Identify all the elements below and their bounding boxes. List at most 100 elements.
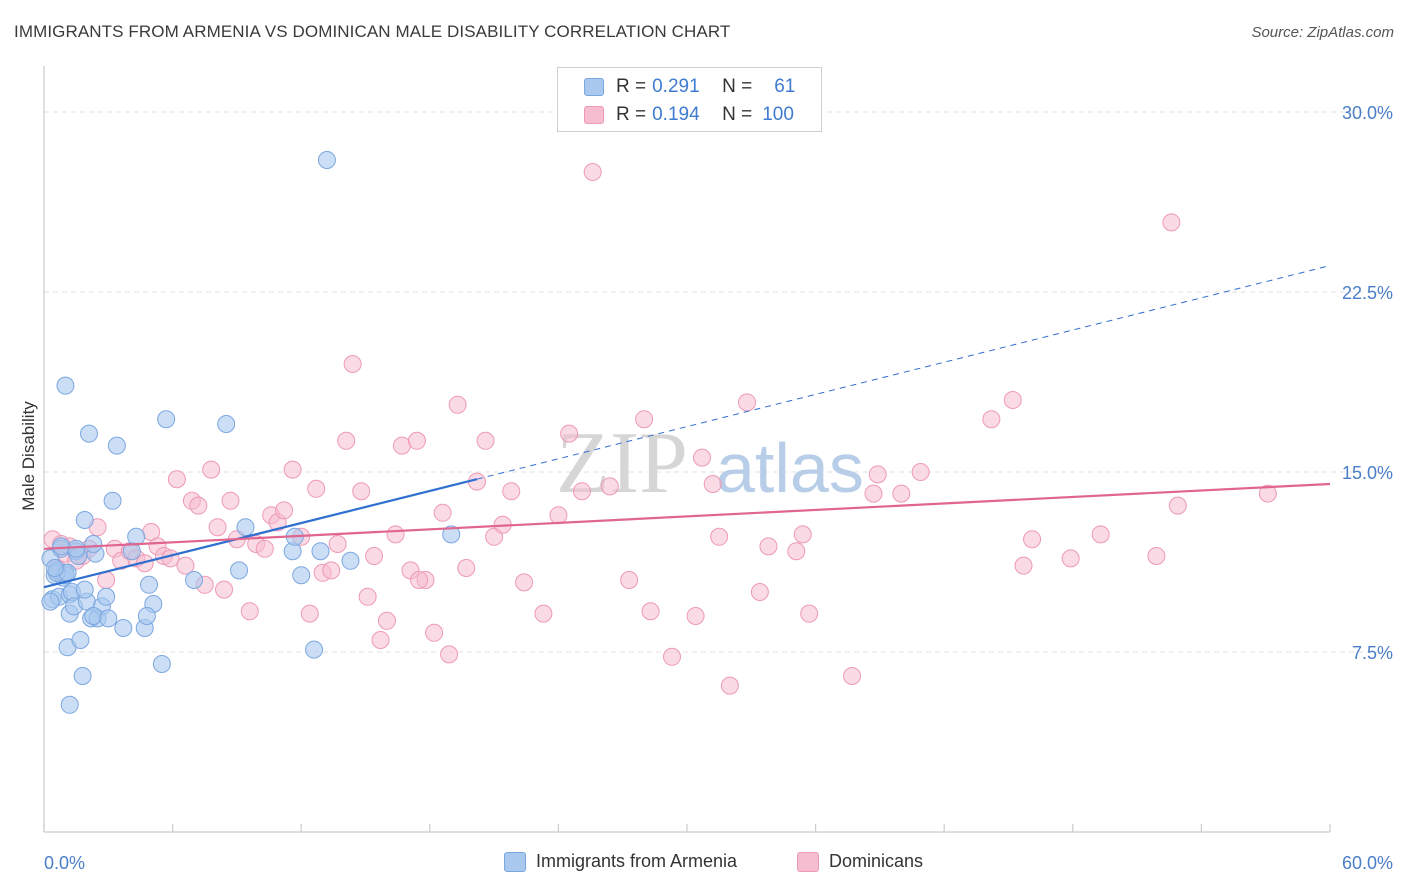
x-tick-labels: 0.0% 60.0% (44, 853, 1393, 873)
stats-legend: R = 0.291 N = 61 R = 0.194 N = 100 (557, 67, 822, 132)
x-tick-label: 0.0% (44, 853, 85, 873)
legend-row-armenia: R = 0.291 N = 61 (558, 72, 795, 102)
armenia-point (341, 551, 360, 570)
dominican-point (864, 484, 883, 503)
armenia-point (157, 410, 176, 429)
dominican-point (300, 604, 319, 623)
armenia-trend-extension (476, 265, 1331, 480)
legend-item-armenia: Immigrants from Armenia (504, 851, 737, 872)
armenia-point (114, 619, 133, 637)
dominican-point (328, 535, 347, 553)
armenia-point (73, 667, 92, 685)
dominican-point (982, 410, 1001, 429)
dominican-point (457, 559, 476, 577)
dominican-point (358, 587, 377, 606)
dominican-point (161, 549, 180, 568)
armenia-point (230, 561, 249, 580)
dominican-point (208, 518, 227, 537)
y-axis-title: Male Disability (19, 401, 38, 511)
y-tick-label: 15.0% (1342, 463, 1393, 483)
armenia-point (292, 566, 311, 585)
trend-lines (43, 265, 1331, 589)
armenia-point (217, 415, 236, 433)
y-tick-label: 7.5% (1352, 643, 1393, 663)
legend-row-dominican: R = 0.194 N = 100 (558, 100, 794, 130)
dominican-point (407, 431, 426, 450)
y-tick-label: 22.5% (1342, 283, 1393, 303)
dominican-point (283, 460, 302, 479)
dominican-point (560, 424, 579, 443)
dominican-point (433, 503, 452, 522)
armenia-point (442, 525, 461, 544)
dominican-point (759, 537, 778, 556)
armenia-point (137, 607, 156, 625)
dominican-r-value: 0.194 (652, 104, 700, 125)
dominican-point (502, 482, 521, 501)
dominican-point (221, 491, 240, 510)
axes (43, 66, 1331, 833)
dominican-point (352, 482, 371, 501)
dominican-point (255, 539, 274, 558)
dominican-point (1168, 496, 1187, 515)
armenia-point (45, 559, 64, 577)
armenia-point (99, 609, 118, 628)
dominican-point (215, 580, 234, 599)
dominican-point (635, 410, 654, 429)
dominican-point (425, 623, 444, 642)
armenia-point (127, 527, 146, 546)
legend-item-dominican: Dominicans (797, 851, 923, 872)
n-label: N = (722, 104, 753, 125)
dominican-point (600, 477, 619, 496)
dominican-point (322, 561, 341, 580)
dominican-n-value: 100 (762, 104, 794, 125)
dominican-legend-swatch (797, 851, 819, 872)
dominican-point (710, 527, 729, 546)
dominican-point (572, 482, 591, 501)
dominican-point (738, 393, 757, 412)
dominican-point (1258, 484, 1277, 503)
armenia-point (84, 535, 103, 553)
y-tick-labels: 7.5% 15.0% 22.5% 30.0% (1342, 103, 1393, 663)
dominican-point (620, 571, 639, 589)
dominican-point (448, 395, 467, 414)
dominican-legend-label: Dominicans (829, 851, 924, 871)
dominican-point (1091, 525, 1110, 544)
dominican-point (911, 463, 930, 481)
dominican-point (868, 465, 887, 484)
dominican-point (337, 431, 356, 450)
dominican-point (793, 525, 812, 544)
source-label: Source: ZipAtlas.com (1251, 24, 1394, 41)
dominican-swatch (584, 106, 604, 124)
armenia-point (305, 640, 324, 659)
dominican-point (275, 501, 294, 520)
dominican-points (43, 163, 1277, 695)
armenia-trend-line (43, 478, 478, 589)
armenia-point (97, 587, 116, 606)
dominican-point (1014, 556, 1033, 575)
dominican-point (176, 556, 195, 575)
dominican-point (686, 607, 705, 625)
dominican-point (476, 431, 495, 450)
dominican-point (189, 496, 208, 515)
armenia-point (140, 575, 159, 594)
dominican-point (167, 470, 186, 489)
armenia-point (107, 436, 126, 455)
armenia-point (185, 571, 204, 589)
armenia-r-value: 0.291 (652, 76, 700, 97)
dominican-point (800, 604, 819, 623)
armenia-point (52, 537, 71, 556)
n-label: N = (722, 76, 753, 97)
armenia-point (75, 580, 94, 599)
armenia-point (71, 631, 90, 649)
armenia-point (103, 491, 122, 510)
armenia-legend-label: Immigrants from Armenia (536, 851, 738, 871)
watermark-atlas: atlas (716, 429, 864, 507)
dominican-point (787, 542, 806, 561)
armenia-point (80, 424, 99, 443)
dominican-point (307, 479, 326, 498)
dominican-point (410, 571, 429, 589)
dominican-trend-line (43, 482, 1331, 550)
armenia-point (41, 592, 60, 611)
armenia-point (311, 542, 330, 561)
